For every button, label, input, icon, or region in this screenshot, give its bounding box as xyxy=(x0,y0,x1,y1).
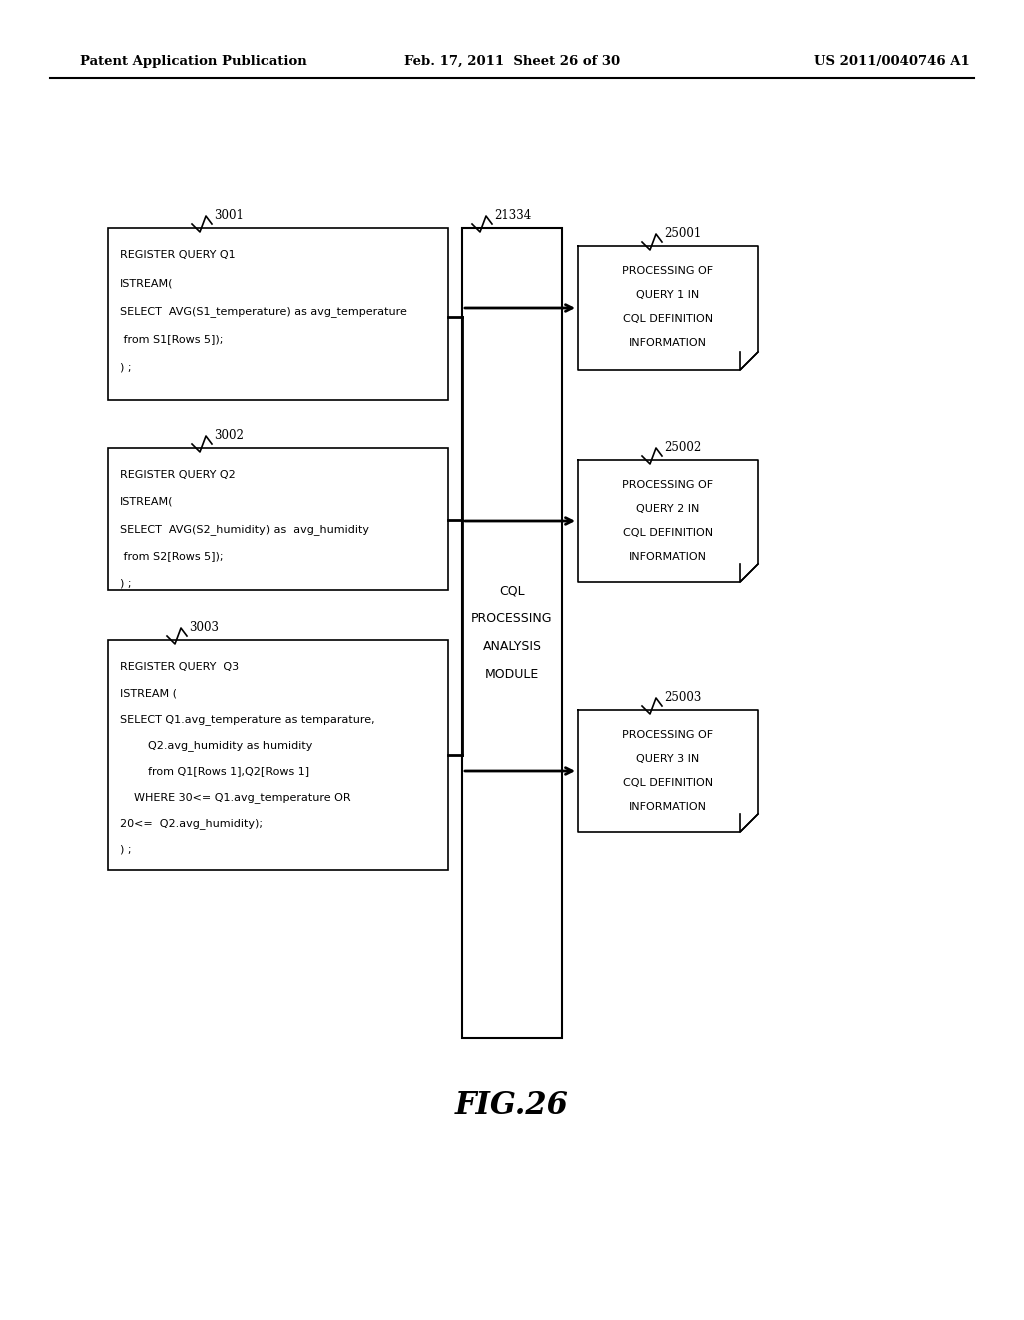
Text: 21334: 21334 xyxy=(494,209,531,222)
Text: from S2[Rows 5]);: from S2[Rows 5]); xyxy=(120,550,223,561)
Text: 3002: 3002 xyxy=(214,429,244,442)
Text: ) ;: ) ; xyxy=(120,843,131,854)
Text: REGISTER QUERY Q2: REGISTER QUERY Q2 xyxy=(120,470,236,480)
Text: MODULE: MODULE xyxy=(485,668,539,681)
Text: QUERY 2 IN: QUERY 2 IN xyxy=(636,504,699,513)
Text: CQL DEFINITION: CQL DEFINITION xyxy=(623,528,713,539)
Polygon shape xyxy=(578,459,758,582)
Text: CQL: CQL xyxy=(499,585,525,598)
Text: US 2011/0040746 A1: US 2011/0040746 A1 xyxy=(814,55,970,69)
Text: ANALYSIS: ANALYSIS xyxy=(482,640,542,653)
Text: 25002: 25002 xyxy=(664,441,701,454)
Text: ISTREAM(: ISTREAM( xyxy=(120,498,173,507)
Text: QUERY 1 IN: QUERY 1 IN xyxy=(636,290,699,300)
Text: Patent Application Publication: Patent Application Publication xyxy=(80,55,307,69)
Text: from S1[Rows 5]);: from S1[Rows 5]); xyxy=(120,334,223,345)
Text: PROCESSING OF: PROCESSING OF xyxy=(623,480,714,490)
Text: ISTREAM (: ISTREAM ( xyxy=(120,688,177,698)
Text: PROCESSING OF: PROCESSING OF xyxy=(623,730,714,741)
Polygon shape xyxy=(462,228,562,1038)
Text: 25003: 25003 xyxy=(664,690,701,704)
Text: 25001: 25001 xyxy=(664,227,701,240)
Text: PROCESSING OF: PROCESSING OF xyxy=(623,267,714,276)
Text: FIG.26: FIG.26 xyxy=(455,1090,569,1121)
Text: 3001: 3001 xyxy=(214,209,244,222)
Text: INFORMATION: INFORMATION xyxy=(629,552,707,562)
Text: from Q1[Rows 1],Q2[Rows 1]: from Q1[Rows 1],Q2[Rows 1] xyxy=(120,766,309,776)
Text: 20<=  Q2.avg_humidity);: 20<= Q2.avg_humidity); xyxy=(120,818,263,829)
Text: INFORMATION: INFORMATION xyxy=(629,803,707,812)
Text: ) ;: ) ; xyxy=(120,362,131,372)
Text: REGISTER QUERY  Q3: REGISTER QUERY Q3 xyxy=(120,663,240,672)
Text: INFORMATION: INFORMATION xyxy=(629,338,707,348)
Text: CQL DEFINITION: CQL DEFINITION xyxy=(623,314,713,323)
Text: PROCESSING: PROCESSING xyxy=(471,612,553,626)
Text: QUERY 3 IN: QUERY 3 IN xyxy=(636,754,699,764)
Text: REGISTER QUERY Q1: REGISTER QUERY Q1 xyxy=(120,249,236,260)
Text: Feb. 17, 2011  Sheet 26 of 30: Feb. 17, 2011 Sheet 26 of 30 xyxy=(403,55,621,69)
Text: 3003: 3003 xyxy=(189,620,219,634)
Text: WHERE 30<= Q1.avg_temperature OR: WHERE 30<= Q1.avg_temperature OR xyxy=(120,792,350,803)
Polygon shape xyxy=(108,228,449,400)
Text: SELECT Q1.avg_temperature as temparature,: SELECT Q1.avg_temperature as temparature… xyxy=(120,714,375,725)
Text: SELECT  AVG(S1_temperature) as avg_temperature: SELECT AVG(S1_temperature) as avg_temper… xyxy=(120,306,407,317)
Text: Q2.avg_humidity as humidity: Q2.avg_humidity as humidity xyxy=(120,741,312,751)
Text: SELECT  AVG(S2_humidity) as  avg_humidity: SELECT AVG(S2_humidity) as avg_humidity xyxy=(120,524,369,535)
Text: ISTREAM(: ISTREAM( xyxy=(120,279,173,288)
Text: CQL DEFINITION: CQL DEFINITION xyxy=(623,777,713,788)
Polygon shape xyxy=(108,640,449,870)
Text: ) ;: ) ; xyxy=(120,578,131,587)
Polygon shape xyxy=(108,447,449,590)
Polygon shape xyxy=(578,246,758,370)
Polygon shape xyxy=(578,710,758,832)
